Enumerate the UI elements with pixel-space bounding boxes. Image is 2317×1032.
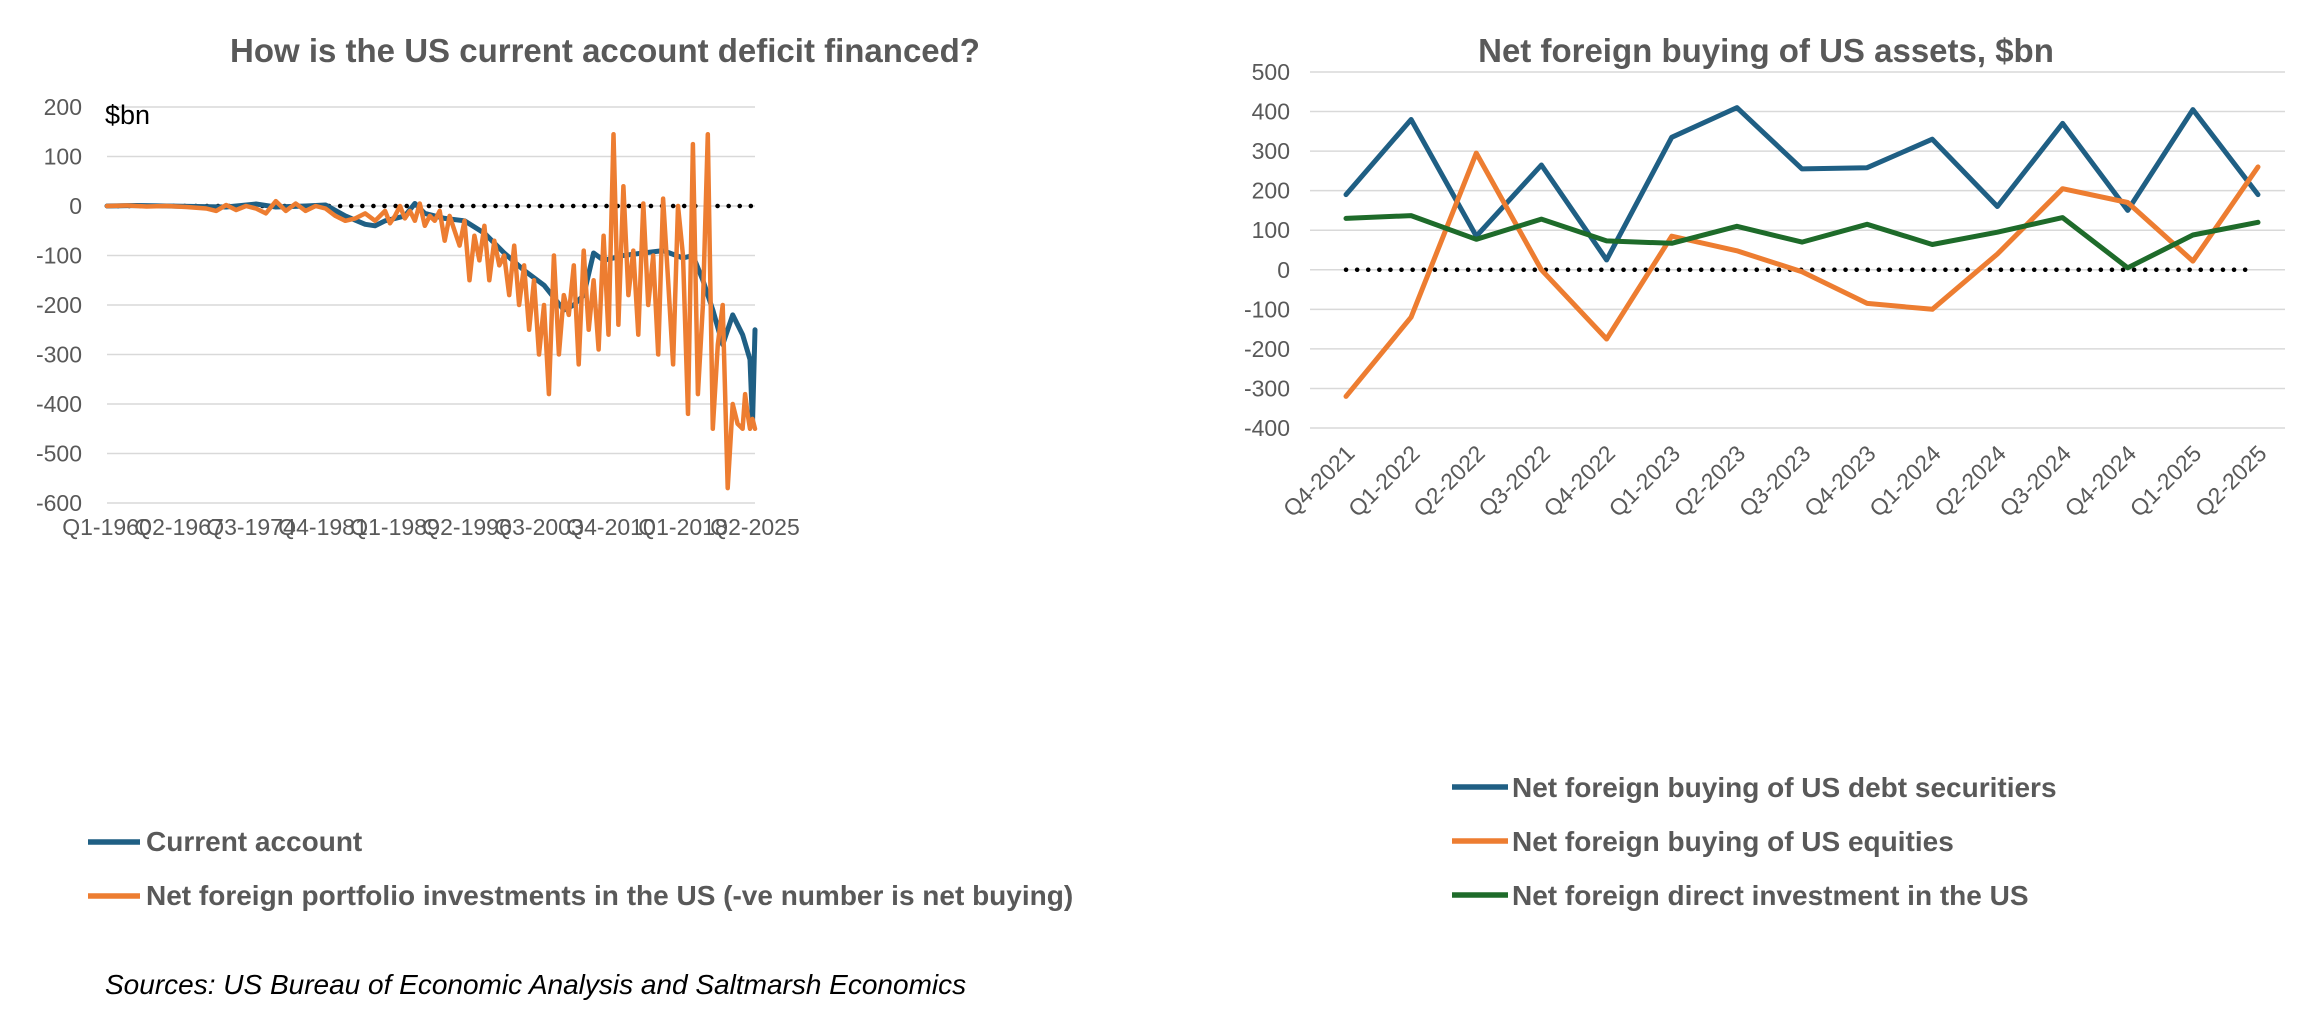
left-y-tick: 200 [44,94,82,120]
left-x-tick: Q1-1989 [350,514,440,540]
left-y-tick: -400 [36,391,82,417]
right-x-tick-labels: Q4-2021Q1-2022Q2-2022Q3-2022Q4-2022Q1-20… [1278,440,2272,522]
right-y-tick: 200 [1252,178,1290,204]
right-y-tick: 300 [1252,138,1290,164]
right-chart: Net foreign buying of US assets, $bn 500… [1244,32,2285,522]
left-y-tick: -300 [36,342,82,368]
right-y-tick: 400 [1252,99,1290,125]
legend-label-debt: Net foreign buying of US debt securitier… [1512,772,2057,803]
right-x-tick: Q2-2023 [1669,440,1751,522]
right-x-tick: Q4-2023 [1799,440,1881,522]
left-x-tick: Q2-1967 [134,514,224,540]
left-y-tick: 100 [44,144,82,170]
left-y-tick: -100 [36,243,82,269]
right-y-tick: 0 [1277,257,1290,283]
right-x-tick: Q2-2025 [2190,440,2272,522]
right-x-tick: Q4-2024 [2060,440,2142,522]
left-y-tick: -500 [36,441,82,467]
left-y-tick: 0 [69,193,82,219]
portfolio-investment-line [104,131,758,491]
right-y-tick: 100 [1252,217,1290,243]
left-chart: How is the US current account deficit fi… [36,32,980,540]
legend-label-equities: Net foreign buying of US equities [1512,826,1954,857]
left-x-tick: Q4-1981 [278,514,368,540]
right-x-tick: Q4-2021 [1278,440,1360,522]
debt-securities-line [1343,105,2261,263]
right-x-tick: Q4-2022 [1538,440,1620,522]
legend-label-fdi: Net foreign direct investment in the US [1512,880,2029,911]
direct-investment-line [1343,213,2261,271]
right-chart-title: Net foreign buying of US assets, $bn [1478,32,2054,69]
left-series-lines [104,131,758,491]
source-note: Sources: US Bureau of Economic Analysis … [105,969,966,1000]
right-y-tick: -400 [1244,415,1290,441]
right-legend: Net foreign buying of US debt securitier… [1452,772,2057,911]
left-x-tick: Q4-2010 [566,514,656,540]
right-x-tick: Q3-2023 [1734,440,1816,522]
right-y-tick: 500 [1252,59,1290,85]
left-legend: Current account Net foreign portfolio in… [88,826,1073,911]
left-x-tick-labels: Q1-1960Q2-1967Q3-1974Q4-1981Q1-1989Q2-19… [62,514,800,540]
right-series-lines [1343,105,2261,399]
equities-line [1343,150,2261,399]
left-y-tick-labels: 200 100 0 -100 -200 -300 -400 -500 -600 [36,94,82,516]
right-x-tick: Q3-2022 [1473,440,1555,522]
right-x-tick: Q1-2023 [1604,440,1686,522]
right-x-tick: Q1-2025 [2125,440,2207,522]
right-gridlines [1310,71,2285,429]
legend-label-current-account: Current account [146,826,362,857]
left-x-tick: Q1-2018 [638,514,728,540]
right-x-tick: Q2-2024 [1929,440,2011,522]
left-x-tick: Q3-1974 [206,514,296,540]
left-x-tick: Q2-1996 [422,514,512,540]
left-x-tick: Q3-2003 [494,514,584,540]
right-y-tick: -100 [1244,296,1290,322]
legend-label-portfolio: Net foreign portfolio investments in the… [146,880,1073,911]
left-x-tick: Q1-1960 [62,514,152,540]
right-x-tick: Q2-2022 [1408,440,1490,522]
right-x-tick: Q1-2024 [1864,440,1946,522]
right-y-tick: -200 [1244,336,1290,362]
right-y-tick-labels: 500 400 300 200 100 0 -100 -200 -300 -400 [1244,59,1290,441]
right-x-tick: Q3-2024 [1994,440,2076,522]
left-y-unit-label: $bn [105,100,150,130]
left-x-tick: Q2-2025 [710,514,800,540]
right-y-tick: -300 [1244,375,1290,401]
left-chart-title: How is the US current account deficit fi… [230,32,980,69]
right-x-tick: Q1-2022 [1343,440,1425,522]
left-y-tick: -200 [36,292,82,318]
left-y-tick: -600 [36,490,82,516]
